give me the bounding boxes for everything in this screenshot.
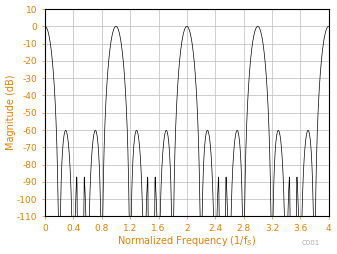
Text: C001: C001 [302,240,320,246]
X-axis label: Normalized Frequency (1/f$_S$): Normalized Frequency (1/f$_S$) [117,234,256,248]
Y-axis label: Magnitude (dB): Magnitude (dB) [5,75,16,150]
